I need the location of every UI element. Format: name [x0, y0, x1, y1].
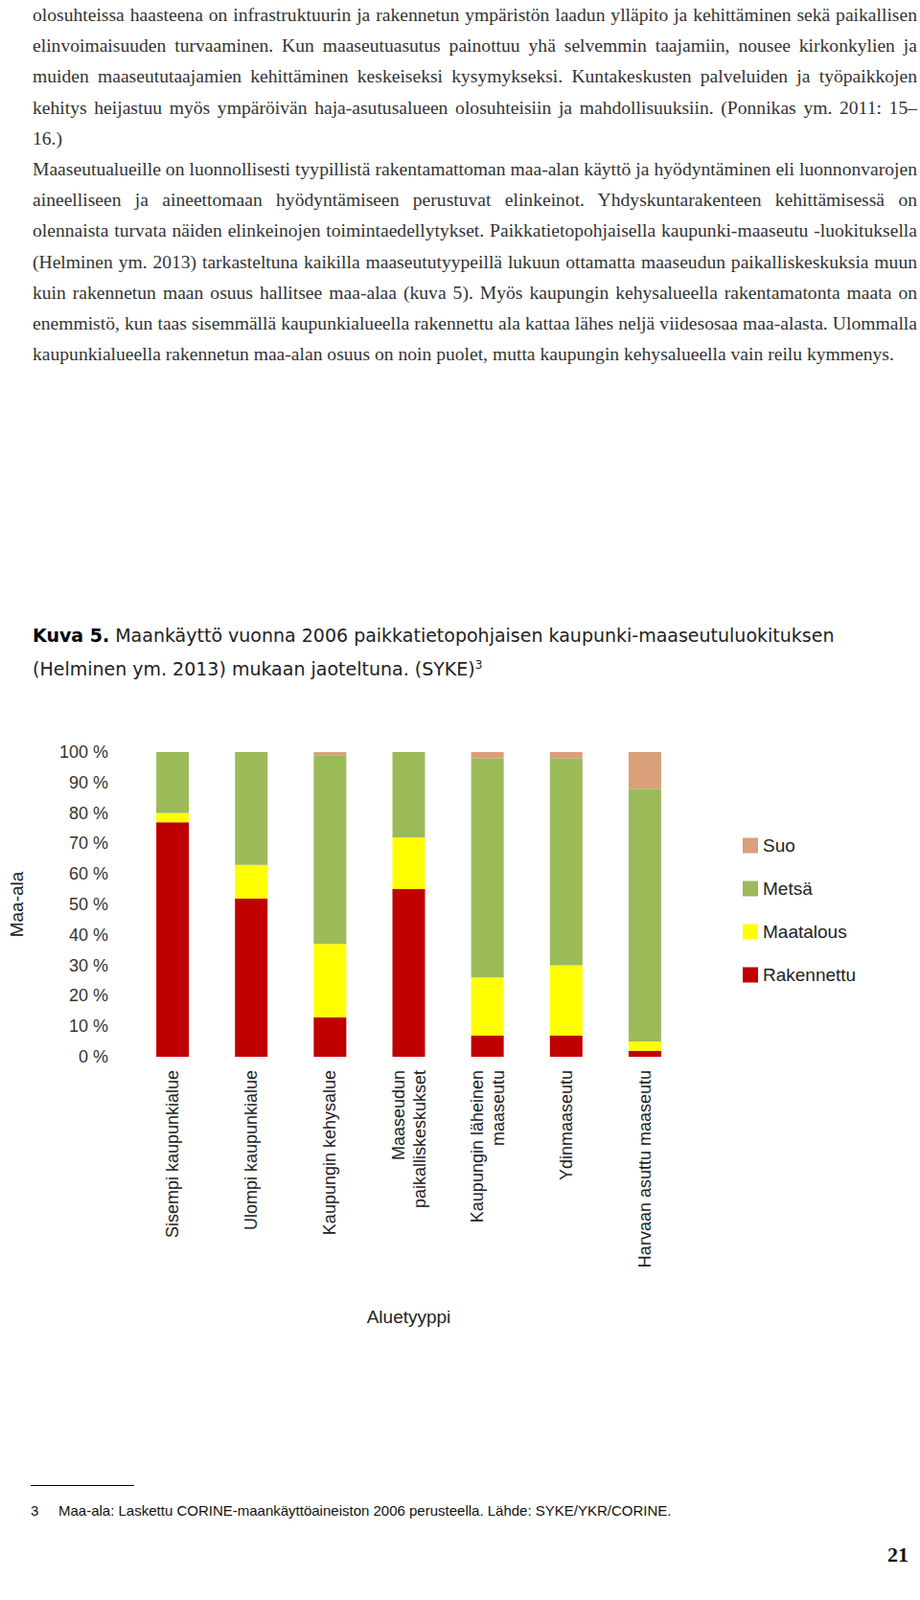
svg-text:Kaupungin läheinen: Kaupungin läheinen — [467, 1070, 487, 1223]
svg-text:Maatalous: Maatalous — [762, 921, 848, 943]
svg-text:Aluetyyppi: Aluetyyppi — [367, 1307, 452, 1328]
svg-text:60 %: 60 % — [69, 864, 109, 884]
svg-text:Maaseudun: Maaseudun — [389, 1070, 409, 1161]
svg-text:Ulompi kaupunkialue: Ulompi kaupunkialue — [241, 1070, 261, 1231]
svg-text:20 %: 20 % — [69, 986, 109, 1006]
svg-text:50 %: 50 % — [69, 895, 109, 915]
svg-text:Sisempi kaupunkialue: Sisempi kaupunkialue — [162, 1070, 183, 1239]
svg-text:0 %: 0 % — [78, 1047, 109, 1067]
svg-text:Harvaan asuttu maaseutu: Harvaan asuttu maaseutu — [635, 1070, 655, 1268]
html-text:olosuhteissa haasteena on infr: olosuhteissa haasteena on infrastruktuur… — [32, 4, 918, 149]
svg-text:Rakennettu: Rakennettu — [762, 965, 856, 986]
svg-text:Maa-ala: Maa-ala — [6, 871, 27, 938]
svg-text:Ydinmaaseutu: Ydinmaaseutu — [556, 1070, 576, 1181]
svg-text:80 %: 80 % — [69, 804, 109, 824]
svg-text:paikalliskeskukset: paikalliskeskukset — [410, 1070, 430, 1209]
svg-text:30 %: 30 % — [69, 956, 109, 976]
svg-text:40 %: 40 % — [69, 925, 109, 945]
html-text:Maa-ala: Laskettu CORINE-maank: Maa-ala: Laskettu CORINE-maankäyttöainei… — [58, 1502, 672, 1519]
svg-text:Kaupungin kehysalue: Kaupungin kehysalue — [320, 1070, 340, 1236]
html-text:3: 3 — [30, 1502, 39, 1519]
html-text:Kuva 5. Maankäyttö vuonna 2006: Kuva 5. Maankäyttö vuonna 2006 paikkatie… — [32, 624, 835, 680]
svg-text:90 %: 90 % — [69, 773, 109, 793]
svg-text:maaseutu: maaseutu — [488, 1070, 508, 1147]
html-text:21: 21 — [887, 1542, 909, 1567]
svg-text:70 %: 70 % — [69, 833, 109, 853]
html-text:Maaseutualueille on luonnollis: Maaseutualueille on luonnollisesti tyypi… — [32, 159, 918, 365]
svg-text:Metsä: Metsä — [762, 878, 813, 899]
svg-text:Suo: Suo — [762, 835, 796, 856]
svg-text:100 %: 100 % — [59, 742, 109, 762]
svg-text:10 %: 10 % — [69, 1016, 109, 1036]
